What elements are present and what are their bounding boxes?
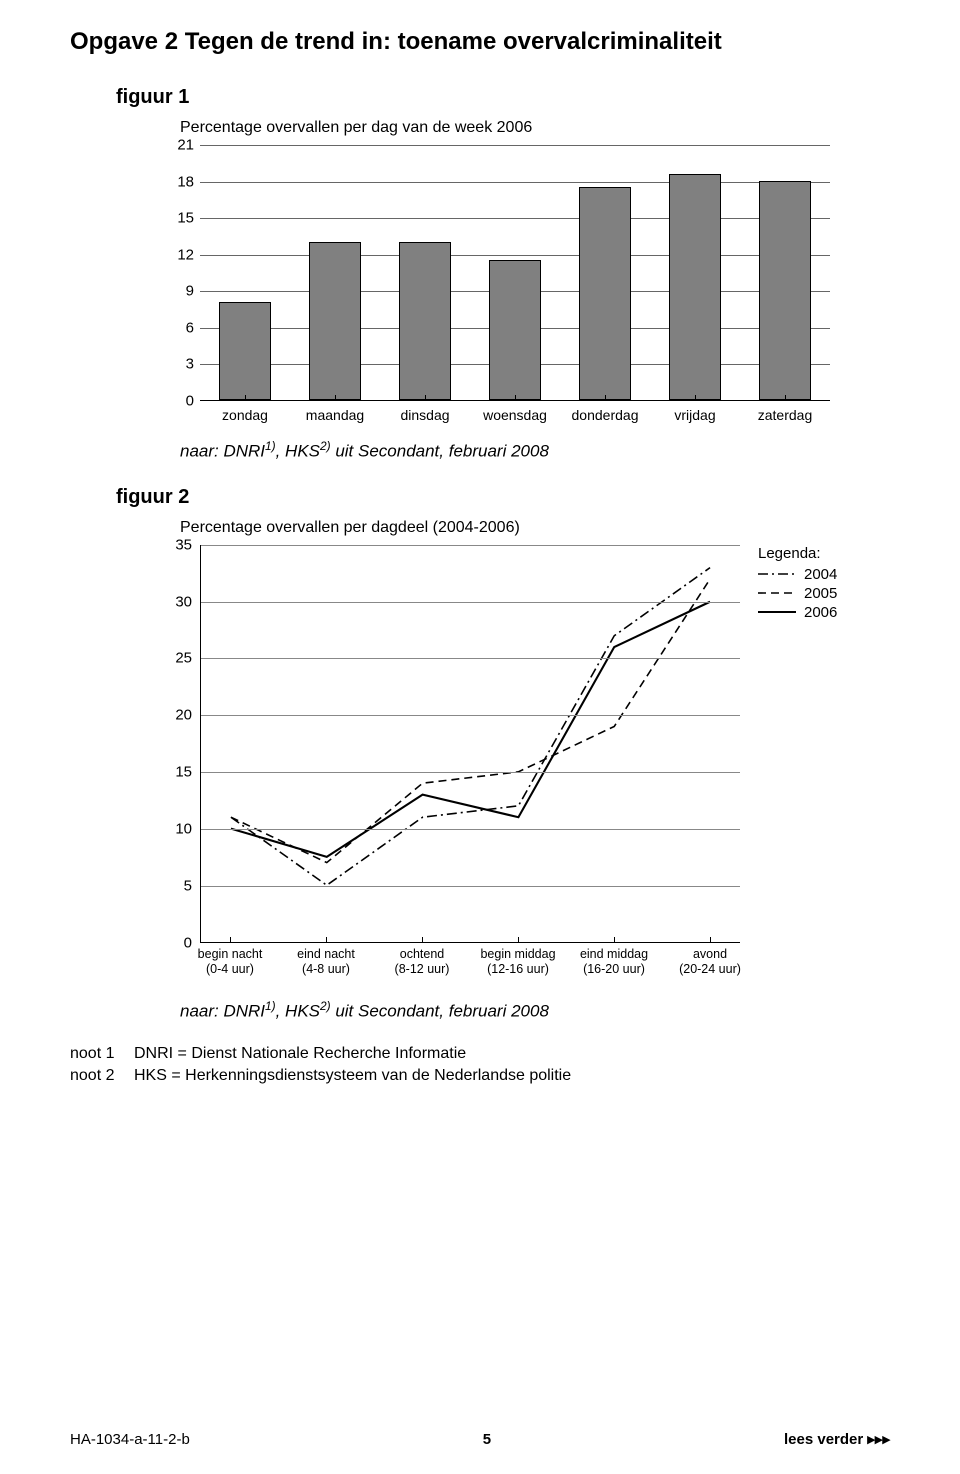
bar bbox=[759, 181, 811, 400]
bar bbox=[669, 174, 721, 400]
bar-xlabel: vrijdag bbox=[674, 407, 715, 423]
bar-ytick: 12 bbox=[160, 246, 194, 263]
legend-item: 2004 bbox=[758, 566, 837, 583]
figure1-source: naar: DNRI1), HKS2) uit Secondant, febru… bbox=[180, 439, 890, 462]
bar-xlabel: donderdag bbox=[572, 407, 639, 423]
bar-ytick: 15 bbox=[160, 210, 194, 227]
line-ytick: 35 bbox=[160, 536, 192, 553]
bar-xlabel: dinsdag bbox=[400, 407, 449, 423]
figure1-label: figuur 1 bbox=[116, 86, 890, 109]
footer-left: HA-1034-a-11-2-b bbox=[70, 1431, 190, 1448]
figure1-caption: Percentage overvallen per dag van de wee… bbox=[180, 119, 890, 137]
line-ytick: 25 bbox=[160, 650, 192, 667]
bar bbox=[579, 187, 631, 400]
bar-ytick: 18 bbox=[160, 173, 194, 190]
series-2006 bbox=[231, 601, 710, 856]
footnote: noot 2HKS = Herkenningsdienstsysteem van… bbox=[70, 1067, 890, 1085]
figure2-line-chart: begin nacht(0-4 uur) eind nacht(4-8 uur) o… bbox=[160, 545, 740, 985]
line-ytick: 20 bbox=[160, 707, 192, 724]
figure2-legend: Legenda: 2004 2005 2006 bbox=[758, 545, 837, 623]
line-ytick: 0 bbox=[160, 934, 192, 951]
legend-title: Legenda: bbox=[758, 545, 837, 562]
bar-ytick: 3 bbox=[160, 356, 194, 373]
footer-right: lees verder ▸▸▸ bbox=[784, 1430, 890, 1448]
bar-xlabel: zondag bbox=[222, 407, 268, 423]
footnotes: noot 1DNRI = Dienst Nationale Recherche … bbox=[70, 1045, 890, 1085]
footnote: noot 1DNRI = Dienst Nationale Recherche … bbox=[70, 1045, 890, 1063]
series-2004 bbox=[231, 567, 710, 885]
page-title: Opgave 2 Tegen de trend in: toename over… bbox=[70, 28, 890, 56]
bar-ytick: 6 bbox=[160, 319, 194, 336]
line-xlabel: eind middag(16-20 uur) bbox=[580, 947, 648, 978]
bar bbox=[219, 302, 271, 400]
line-ytick: 15 bbox=[160, 764, 192, 781]
bar-xlabel: zaterdag bbox=[758, 407, 812, 423]
line-xlabel: eind nacht(4-8 uur) bbox=[297, 947, 355, 978]
footer-page-number: 5 bbox=[483, 1431, 491, 1448]
bar bbox=[399, 242, 451, 400]
figure2-caption: Percentage overvallen per dagdeel (2004-… bbox=[180, 519, 890, 537]
legend-item: 2006 bbox=[758, 604, 837, 621]
page-footer: HA-1034-a-11-2-b 5 lees verder ▸▸▸ bbox=[70, 1430, 890, 1448]
line-xlabel: ochtend(8-12 uur) bbox=[395, 947, 450, 978]
line-ytick: 30 bbox=[160, 593, 192, 610]
bar-ytick: 21 bbox=[160, 137, 194, 154]
figure2-source: naar: DNRI1), HKS2) uit Secondant, febru… bbox=[180, 999, 890, 1022]
line-ytick: 10 bbox=[160, 820, 192, 837]
figure1-bar-chart: zondag maandag dinsdag woensdag donderdag vri… bbox=[160, 145, 830, 425]
line-xlabel: begin middag(12-16 uur) bbox=[480, 947, 555, 978]
bar-xlabel: woensdag bbox=[483, 407, 547, 423]
figure2-label: figuur 2 bbox=[116, 486, 890, 509]
bar bbox=[489, 260, 541, 400]
bar-ytick: 0 bbox=[160, 393, 194, 410]
bar-ytick: 9 bbox=[160, 283, 194, 300]
line-xlabel: begin nacht(0-4 uur) bbox=[198, 947, 263, 978]
legend-item: 2005 bbox=[758, 585, 837, 602]
series-2005 bbox=[231, 579, 710, 863]
line-xlabel: avond(20-24 uur) bbox=[679, 947, 741, 978]
line-ytick: 5 bbox=[160, 877, 192, 894]
bar-xlabel: maandag bbox=[306, 407, 364, 423]
bar bbox=[309, 242, 361, 400]
